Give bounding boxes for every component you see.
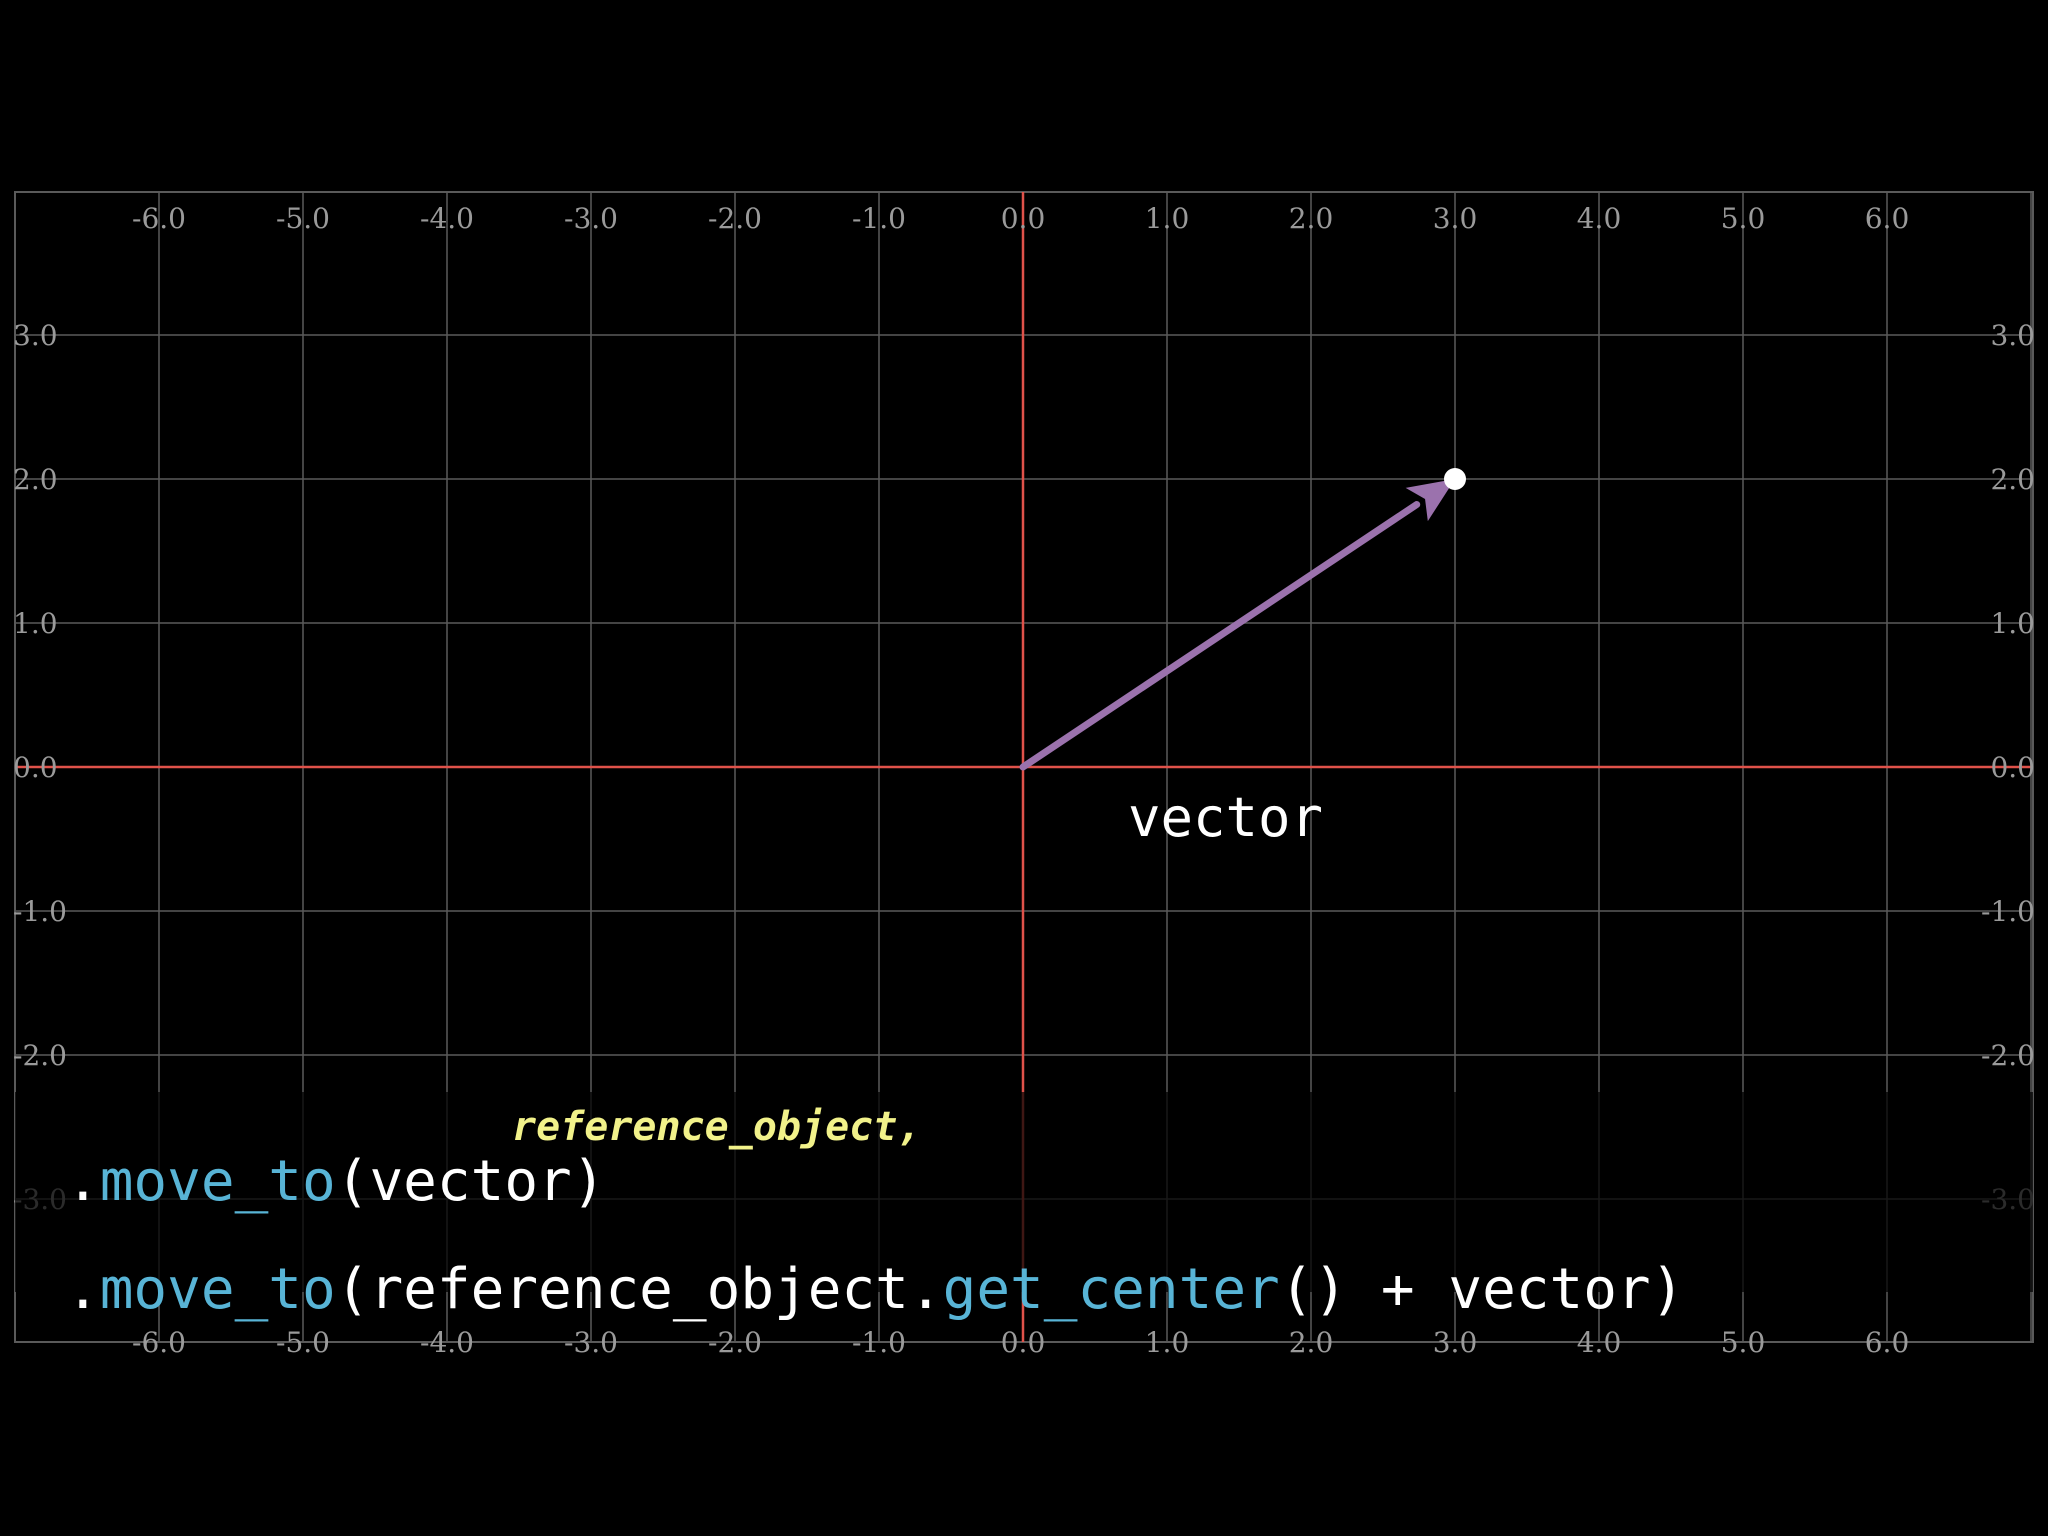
vector-tip-dot	[1444, 468, 1466, 490]
x-tick-label-bottom: 5.0	[1721, 1326, 1766, 1359]
y-tick-label-right: 2.0	[1990, 463, 2035, 496]
x-tick-label-top: -2.0	[708, 202, 762, 235]
x-tick-label-bottom: -1.0	[852, 1326, 906, 1359]
y-tick-label-left: 2.0	[13, 463, 58, 496]
code-line-2-dot: .	[66, 1257, 100, 1322]
y-tick-label-right: 1.0	[1990, 607, 2035, 640]
x-tick-label-bottom: -2.0	[708, 1326, 762, 1359]
x-tick-label-top: 5.0	[1721, 202, 1766, 235]
y-tick-label-right: -1.0	[1981, 895, 2035, 928]
y-tick-label-left: 1.0	[13, 607, 58, 640]
y-tick-label-right: 3.0	[1990, 319, 2035, 352]
x-tick-label-bottom: 4.0	[1577, 1326, 1622, 1359]
x-tick-label-bottom: -3.0	[564, 1326, 618, 1359]
x-tick-label-bottom: -6.0	[132, 1326, 186, 1359]
x-tick-label-top: -6.0	[132, 202, 186, 235]
ghost-text: reference_object,	[512, 1104, 922, 1150]
code-line-1-open: (	[335, 1149, 370, 1214]
x-tick-label-bottom: -4.0	[420, 1326, 474, 1359]
x-tick-label-top: -3.0	[564, 202, 618, 235]
vector-arrowhead	[1405, 479, 1455, 522]
x-tick-label-top: 6.0	[1865, 202, 1910, 235]
y-tick-label-right: 0.0	[1990, 751, 2035, 784]
vector-label: vector	[1128, 786, 1323, 849]
x-tick-label-top: 0.0	[1001, 202, 1046, 235]
code-line-1-close: )	[571, 1149, 606, 1214]
code-line-1-method: move_to	[99, 1149, 336, 1214]
code-line-1-arg: vector	[369, 1149, 572, 1214]
x-tick-label-bottom: 1.0	[1145, 1326, 1190, 1359]
code-line-2-arg1: reference_object	[369, 1257, 909, 1322]
code-line-2-arg2: vector	[1448, 1257, 1651, 1322]
y-tick-label-left: 0.0	[13, 751, 58, 784]
x-tick-label-top: -5.0	[276, 202, 330, 235]
code-line-2-open: (	[335, 1257, 370, 1322]
code-line-1-dot: .	[66, 1149, 100, 1214]
x-tick-label-bottom: 0.0	[1001, 1326, 1046, 1359]
code-line-2-dot2: .	[908, 1257, 943, 1322]
code-line-2-method: move_to	[99, 1257, 336, 1322]
code-line-2-method2: get_center	[942, 1257, 1280, 1322]
y-tick-label-right: -2.0	[1981, 1039, 2035, 1072]
x-tick-label-top: -4.0	[420, 202, 474, 235]
code-backdrop	[15, 1092, 2033, 1292]
vector-group	[1019, 468, 1466, 771]
code-line-2-plus: +	[1347, 1257, 1449, 1322]
vector-shaft	[1019, 501, 1421, 771]
x-tick-label-top: 3.0	[1433, 202, 1478, 235]
y-tick-label-left: 3.0	[13, 319, 58, 352]
x-tick-label-top: -1.0	[852, 202, 906, 235]
x-tick-label-bottom: 2.0	[1289, 1326, 1334, 1359]
code-line-2: .move_to(reference_object.get_center() +…	[66, 1206, 1684, 1318]
code-line-1: .move_to(vector)	[66, 1098, 605, 1210]
x-tick-label-top: 2.0	[1289, 202, 1334, 235]
x-tick-label-top: 1.0	[1145, 202, 1190, 235]
code-line-2-close: )	[1650, 1257, 1685, 1322]
y-tick-label-left: -2.0	[13, 1039, 67, 1072]
x-tick-label-bottom: -5.0	[276, 1326, 330, 1359]
code-line-2-parens: ()	[1279, 1257, 1348, 1322]
y-tick-label-left: -1.0	[13, 895, 67, 928]
x-tick-label-top: 4.0	[1577, 202, 1622, 235]
x-tick-label-bottom: 3.0	[1433, 1326, 1478, 1359]
x-tick-label-bottom: 6.0	[1865, 1326, 1910, 1359]
